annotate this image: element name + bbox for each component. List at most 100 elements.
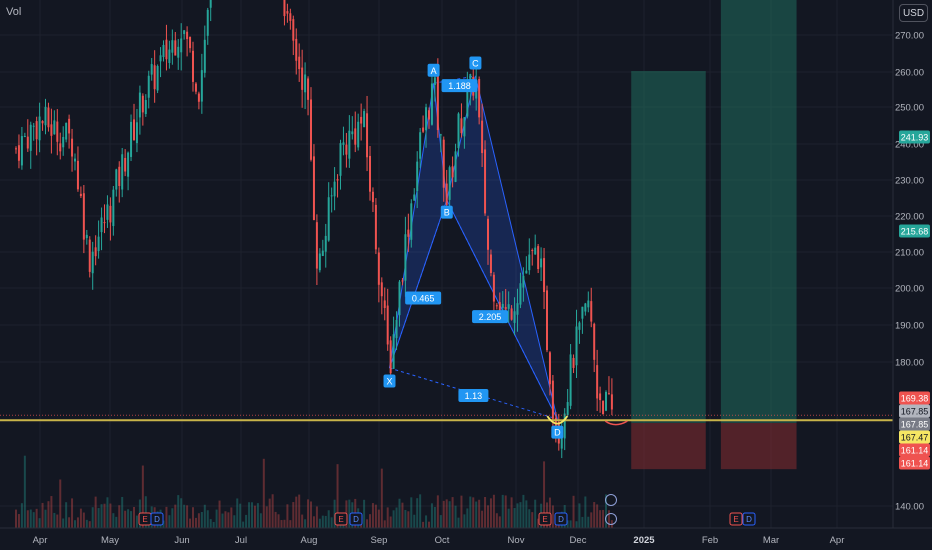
price-badge[interactable]: 161.14 <box>899 443 930 457</box>
pattern-point-label-x[interactable]: X <box>383 374 396 388</box>
pattern-ratio-label[interactable]: 0.465 <box>405 291 442 305</box>
event-marker-e[interactable]: E <box>334 512 348 526</box>
currency-button[interactable]: USD <box>899 4 928 22</box>
candle-body <box>283 0 286 17</box>
candle-body <box>307 78 310 100</box>
candle-body <box>442 139 445 188</box>
pattern-ratio-label[interactable]: 2.205 <box>472 310 509 324</box>
candle-body <box>336 179 339 181</box>
pattern-ratio-label[interactable]: 1.188 <box>441 79 478 93</box>
candle-body <box>17 145 20 161</box>
stop-loss-zone[interactable] <box>631 422 706 470</box>
candle-body <box>448 167 451 200</box>
event-marker-bg <box>729 512 743 526</box>
price-badge[interactable]: 215.68 <box>899 224 930 238</box>
price-badge-text: 161.14 <box>901 458 929 468</box>
candle-body <box>428 110 430 120</box>
event-marker-e[interactable]: E <box>729 512 743 526</box>
candle-body <box>135 122 138 144</box>
price-badge[interactable]: 169.38 <box>899 391 930 405</box>
candle-body <box>44 106 47 126</box>
pattern-point-label-d[interactable]: D <box>551 425 564 439</box>
pattern-point-label-d-text: D <box>554 428 561 438</box>
event-marker-e[interactable]: E <box>138 512 152 526</box>
price-badge-text: 167.85 <box>901 419 929 429</box>
price-badge[interactable]: 167.85 <box>899 404 930 418</box>
candle-body <box>525 270 528 274</box>
candle-body <box>495 305 498 307</box>
pattern-ratio-label[interactable]: 1.13 <box>458 389 489 403</box>
candle-body <box>315 222 318 269</box>
lightning-circle-icon[interactable] <box>605 513 617 525</box>
price-badge[interactable]: 161.14 <box>899 456 930 470</box>
price-badge-bg <box>899 224 930 238</box>
plus-circle-icon[interactable] <box>605 494 617 506</box>
volume-bar <box>230 507 233 528</box>
volume-bar <box>436 495 439 528</box>
candle-body <box>82 193 85 240</box>
price-badge[interactable]: 167.47 <box>899 430 930 444</box>
price-badge-text: 241.93 <box>901 132 929 142</box>
volume-bar <box>489 498 492 528</box>
candle-body <box>357 121 360 148</box>
volume-bar <box>366 519 369 528</box>
volume-bar <box>218 500 221 528</box>
pattern-point-label-b-text: B <box>444 208 450 218</box>
y-tick-label: 260.00 <box>895 68 924 79</box>
volume-bar <box>472 497 475 528</box>
volume-bar <box>82 512 85 528</box>
volume-bar <box>348 499 351 528</box>
pattern-point-label-b[interactable]: B <box>440 205 453 219</box>
candle-body <box>292 19 295 41</box>
pattern-point-label-a-bg <box>427 63 440 77</box>
volume-bar <box>575 521 578 528</box>
candle-body <box>194 83 197 92</box>
event-marker-d[interactable]: D <box>742 512 756 526</box>
pattern-point-label-c[interactable]: C <box>469 56 482 70</box>
candle-body <box>327 197 330 241</box>
stop-loss-zone[interactable] <box>720 422 797 470</box>
candle-body <box>422 127 425 132</box>
candle-body <box>605 391 607 411</box>
candle-body <box>71 138 74 157</box>
y-tick-label: 270.00 <box>895 31 924 42</box>
candle-body <box>100 217 103 233</box>
candle-body <box>345 144 348 155</box>
event-marker-d[interactable]: D <box>554 512 568 526</box>
candle-body <box>510 308 513 320</box>
profit-target-zone[interactable] <box>631 71 706 423</box>
highlight-curve-annotation[interactable] <box>546 415 569 425</box>
event-marker-d[interactable]: D <box>150 512 164 526</box>
candle-body <box>522 275 525 288</box>
event-marker-e[interactable]: E <box>538 512 552 526</box>
event-marker-d[interactable]: D <box>349 512 363 526</box>
volume-bar <box>221 513 224 528</box>
candle-body <box>602 400 605 415</box>
y-tick-label: 190.00 <box>895 321 924 332</box>
volume-bar <box>369 514 371 528</box>
volume-bar <box>171 508 174 528</box>
pattern-point-label-c-text: C <box>472 59 479 69</box>
candle-body <box>507 304 510 309</box>
highlight-curve-annotation-2[interactable] <box>604 420 628 426</box>
volume-bar <box>165 506 168 528</box>
volume-bar <box>466 508 469 528</box>
candle-body <box>118 166 121 187</box>
candle-body <box>144 100 147 115</box>
candle-body <box>186 31 189 40</box>
candle-body <box>566 402 569 416</box>
candle-body <box>348 130 351 159</box>
price-badge[interactable]: 167.85 <box>899 417 930 431</box>
price-badge[interactable]: 241.93 <box>899 130 930 144</box>
candle-body <box>68 118 71 134</box>
profit-target-zone[interactable] <box>720 0 797 423</box>
volume-bar <box>593 502 596 528</box>
volume-bar <box>124 510 127 528</box>
volume-bar <box>242 521 245 528</box>
volume-bar <box>528 509 531 528</box>
volume-indicator-label[interactable]: Vol <box>6 6 22 18</box>
volume-bar <box>100 504 103 528</box>
pattern-point-label-a[interactable]: A <box>427 63 440 77</box>
